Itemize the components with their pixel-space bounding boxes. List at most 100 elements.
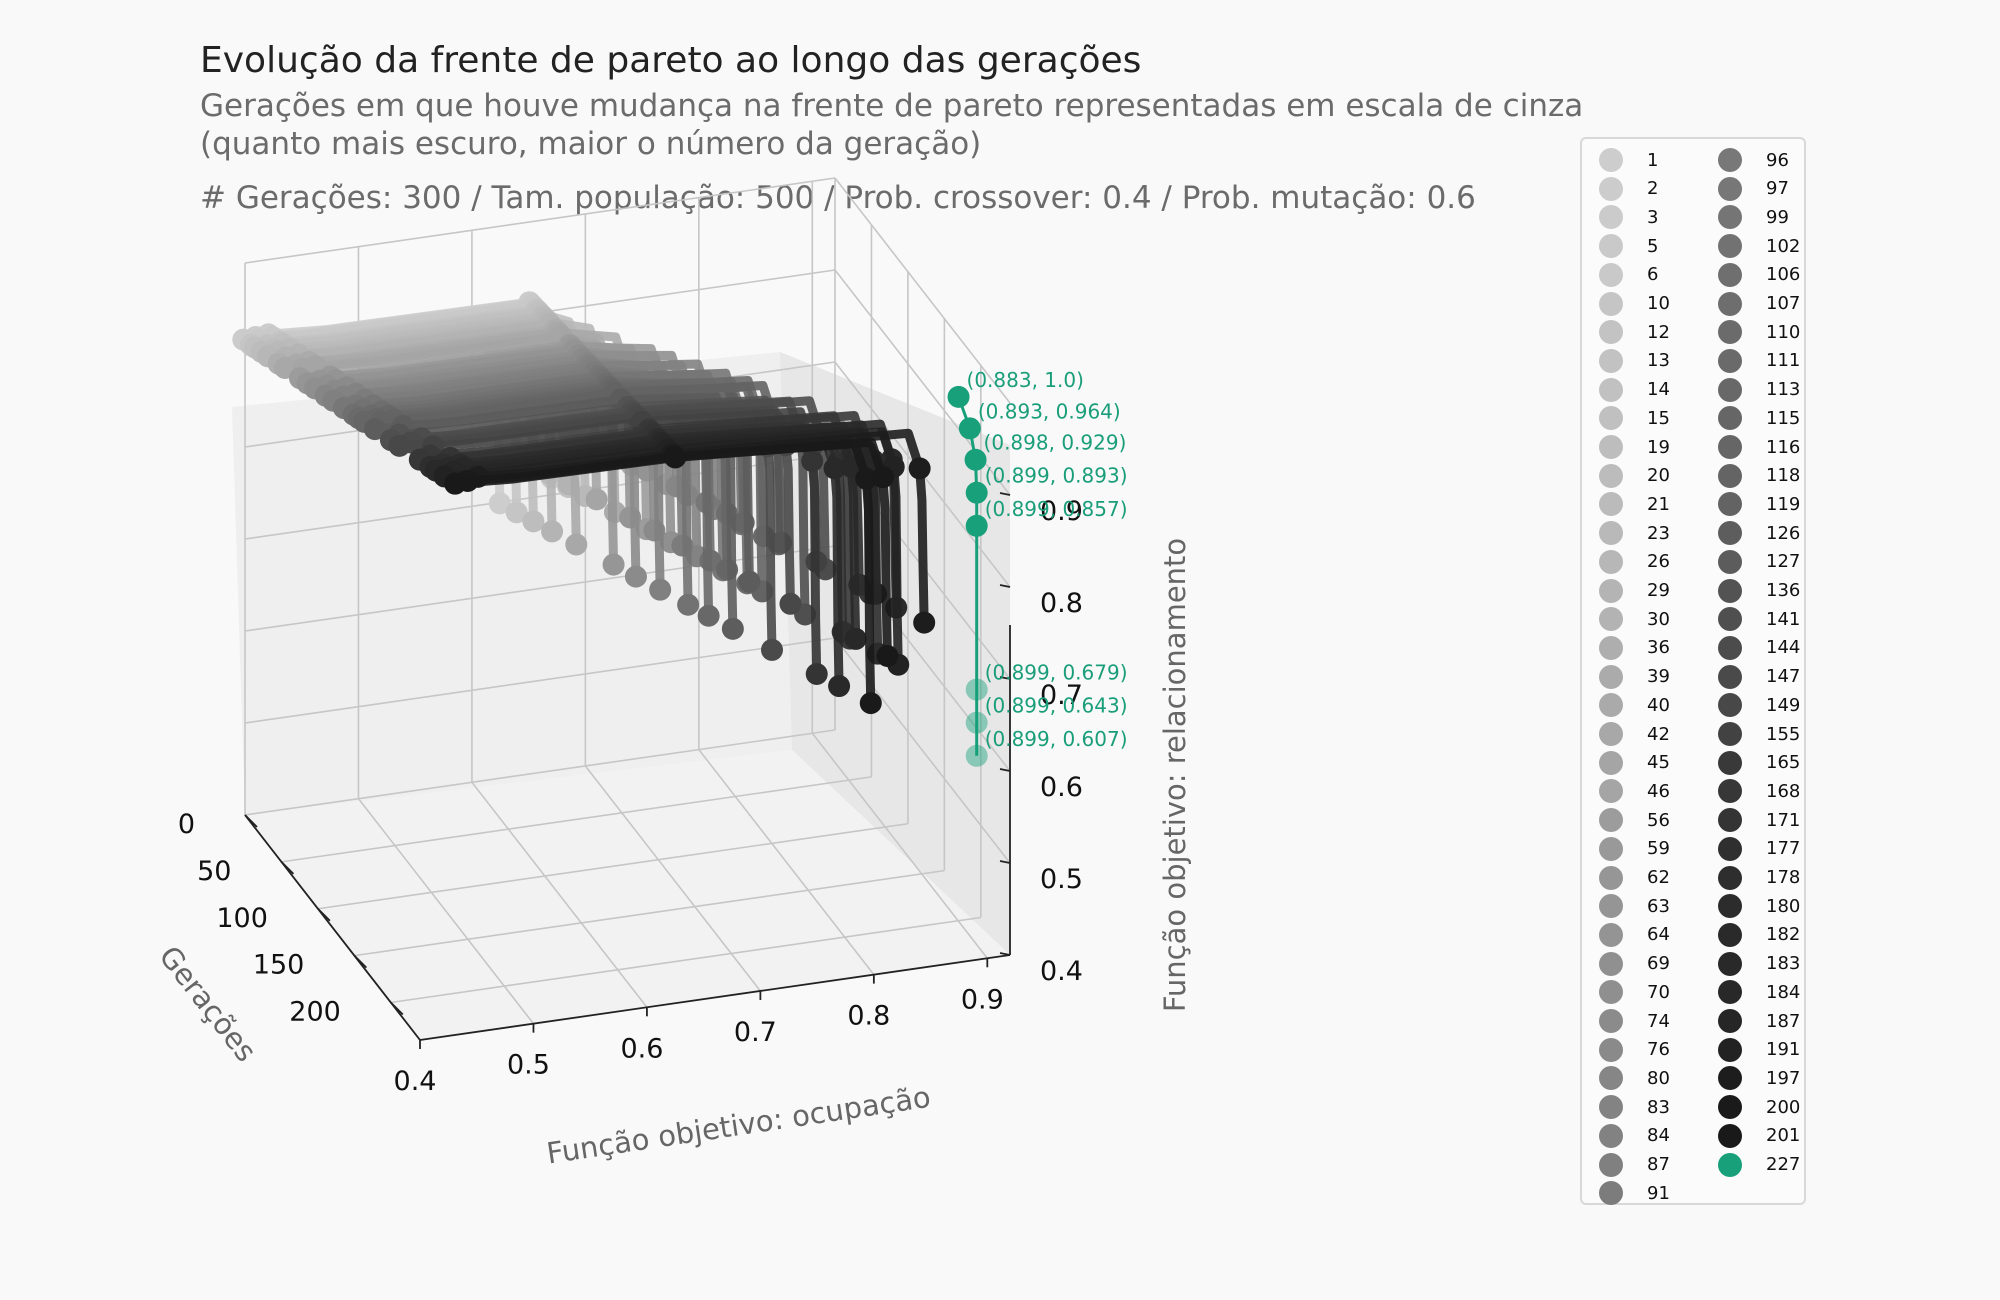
legend-marker [1599,722,1623,746]
front-point-gen-126 [721,617,744,640]
legend-item: 201 [1718,1122,1800,1150]
legend-marker [1718,578,1742,603]
legend-label: 111 [1766,350,1801,372]
legend-label: 1 [1647,149,1659,171]
legend-label: 197 [1766,1067,1801,1089]
legend-marker [1599,205,1623,230]
legend-label: 23 [1647,522,1670,544]
legend-item: 127 [1718,548,1800,576]
grid-line [244,545,836,632]
legend-label: 12 [1647,321,1670,343]
legend-marker [1599,951,1623,976]
legend-marker [1599,894,1623,919]
legend-label: 201 [1766,1125,1801,1147]
final-front-point [947,385,970,408]
final-front-point [965,514,988,537]
legend-marker [1599,549,1623,574]
legend-label: 45 [1647,752,1670,774]
legend-label: 200 [1766,1096,1801,1118]
legend-marker [1599,980,1623,1005]
legend-item: 12 [1599,318,1670,346]
legend-marker [1599,463,1623,488]
legend-label: 76 [1647,1039,1670,1061]
grid-line [834,177,1011,404]
legend-label: 20 [1647,465,1670,487]
legend-item: 147 [1718,663,1800,691]
front-point-gen-87 [649,578,672,601]
front-point-gen-10 [505,501,528,524]
legend-label: 29 [1647,580,1670,601]
legend-marker [1718,234,1742,259]
legend-item: 180 [1718,892,1800,920]
legend-item: 6 [1599,261,1658,289]
legend-marker [1718,922,1742,947]
legend-label: 106 [1766,264,1801,286]
legend-label: 6 [1647,264,1659,286]
legend-item: 136 [1718,577,1800,605]
legend-item: 13 [1599,347,1670,375]
front-line-gen-201 [454,437,892,657]
final-front: (0.883, 1.0) (0.893, 0.964) (0.898, 0.929)… [947,368,1128,767]
legend-label: 155 [1766,723,1801,745]
legend-item: 62 [1599,864,1670,892]
legend-marker [1718,377,1742,402]
legend-item: 184 [1718,978,1800,1006]
legend-item: 177 [1718,835,1800,863]
legend-item: 10 [1599,290,1670,318]
x-tick-label: 0.4 [394,1066,437,1097]
front-point-gen-19 [522,510,545,533]
tick-mark [280,861,295,875]
y-axis-label: Gerações [152,940,263,1069]
legend-item: 64 [1599,921,1670,949]
final-point-label: (0.899, 0.643) [985,694,1128,718]
legend-marker [1599,492,1623,517]
legend-label: 119 [1766,493,1801,515]
front-point-gen-201 [871,466,894,489]
grid-line [281,776,872,863]
grid-line [317,822,909,910]
legend-label: 14 [1647,379,1670,401]
x-tick-label: 0.5 [507,1050,550,1081]
legend-item: 102 [1718,232,1800,260]
tick-mark [353,954,368,969]
legend-label: 10 [1647,293,1670,314]
legend-label: 46 [1647,780,1670,802]
legend-item: 63 [1599,892,1670,920]
legend-item: 29 [1599,577,1670,605]
legend-marker [1718,1152,1742,1177]
legend-marker [1718,693,1742,718]
legend-marker [1718,951,1742,976]
legend-label: 97 [1766,178,1789,200]
final-point-label: (0.899, 0.679) [985,661,1128,685]
legend-marker [1718,635,1742,660]
legend-marker [1599,521,1623,546]
legend-label: 177 [1766,838,1801,860]
legend: 1 2 3 5 6 10 12 13 14 15 19 20 21 23 26 29 30 36 39 40 42 45 4… [1580,137,1806,1206]
legend-item: 182 [1718,921,1800,949]
pareto-history [232,291,936,715]
legend-item: 227 [1718,1151,1800,1179]
legend-marker [1718,1009,1742,1033]
legend-item: 84 [1599,1122,1670,1150]
legend-label: 126 [1766,522,1801,544]
legend-item: 110 [1718,318,1800,346]
legend-marker [1599,922,1623,947]
legend-label: 141 [1766,608,1801,630]
legend-item: 30 [1599,605,1670,633]
grid-line [244,177,836,264]
legend-item: 111 [1718,347,1800,375]
legend-item: 119 [1718,490,1800,518]
legend-marker [1718,779,1742,804]
legend-marker [1718,521,1742,546]
legend-item: 15 [1599,404,1670,432]
legend-item: 118 [1718,462,1800,490]
legend-label: 83 [1647,1096,1670,1118]
legend-item: 42 [1599,720,1670,748]
legend-label: 63 [1647,895,1670,917]
parameters-text: # Gerações: 300 / Tam. população: 500 / … [200,180,1476,216]
legend-label: 184 [1766,981,1801,1003]
legend-marker [1599,320,1623,345]
legend-label: 21 [1647,493,1670,515]
legend-item: 80 [1599,1064,1670,1092]
legend-item: 197 [1718,1064,1800,1092]
